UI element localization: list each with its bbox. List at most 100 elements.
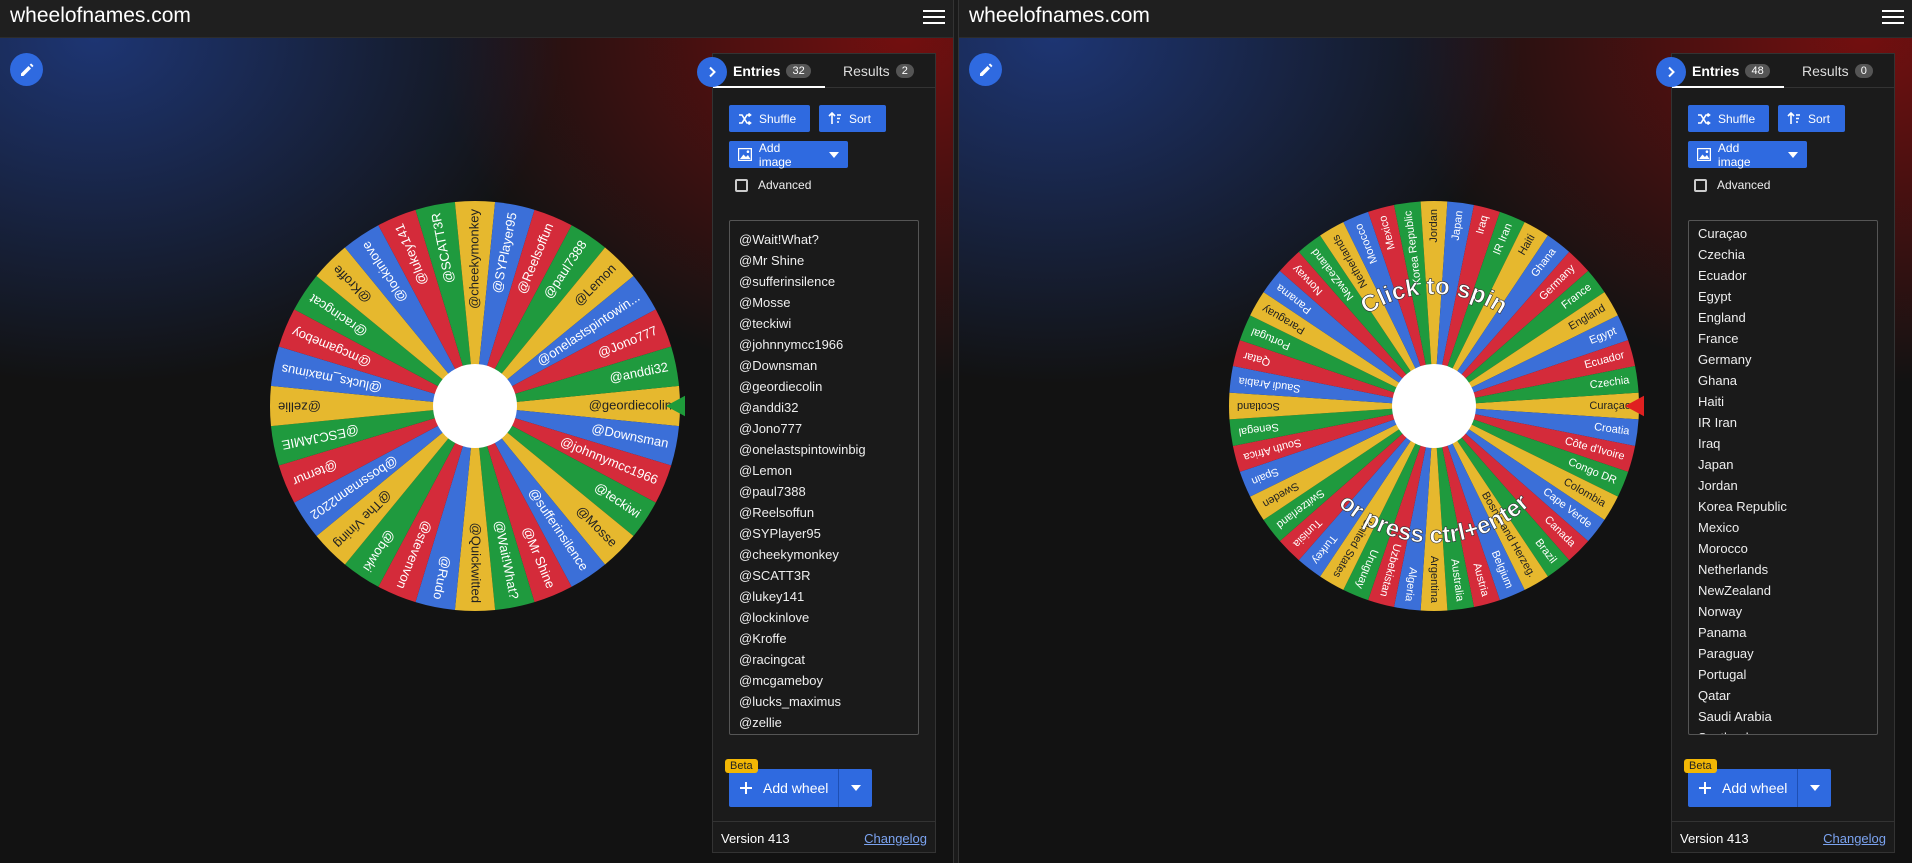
wheel-segment (475, 275, 656, 406)
wheel-hub[interactable] (433, 364, 517, 448)
advanced-checkbox[interactable] (1694, 178, 1707, 192)
wheel-segment (1434, 211, 1525, 406)
entry-line: Portugal (1698, 667, 1747, 682)
entry-line: Ecuador (1698, 268, 1747, 283)
image-icon (1697, 148, 1711, 161)
wheel-segment (1229, 366, 1434, 406)
shuffle-label: Shuffle (759, 111, 797, 126)
wheel-segment (475, 225, 606, 406)
wheel-segment (1298, 406, 1434, 577)
entry-line: @Kroffe (739, 631, 787, 646)
entry-line: France (1698, 331, 1739, 346)
chevron-right-icon[interactable] (697, 57, 727, 87)
entries-textarea[interactable]: @Wait!What? @Mr Shine @sufferinsilence @Mos… (729, 220, 919, 735)
add-wheel-button[interactable]: Beta Add wheel (725, 759, 872, 807)
wheel-segment (1434, 406, 1639, 446)
wheel-segment (1394, 201, 1434, 406)
entry-line: Egypt (1698, 289, 1732, 304)
edit-icon[interactable] (10, 53, 43, 86)
wheel-segment (1343, 406, 1434, 601)
chevron-right-icon[interactable] (1656, 57, 1686, 87)
tab-entries[interactable]: Entries 32 (731, 54, 829, 88)
shuffle-button[interactable]: Shuffle (729, 105, 810, 132)
version-label: Version 413 (1680, 830, 1749, 846)
site-title[interactable]: wheelofnames.com (969, 4, 1150, 27)
tab-results[interactable]: Results 0 (1802, 54, 1873, 88)
entry-line: Qatar (1698, 688, 1731, 703)
wheel-segment (1434, 292, 1618, 406)
entry-line: Germany (1698, 352, 1752, 367)
entry-line: Ghana (1698, 373, 1738, 388)
image-icon (738, 148, 752, 161)
wheel-segment (475, 406, 656, 537)
shuffle-button[interactable]: Shuffle (1688, 105, 1769, 132)
wheel-segment (1263, 406, 1434, 542)
wheel-segment (316, 406, 475, 565)
entry-line: Haiti (1698, 394, 1725, 409)
wheel-segment (344, 225, 475, 406)
shuffle-icon (739, 112, 752, 125)
tab-results[interactable]: Results 2 (843, 54, 914, 88)
entries-count-badge: 32 (786, 64, 811, 78)
wheel-label: Curaçao (1589, 400, 1631, 412)
entry-line: @Mosse (739, 295, 791, 310)
changelog-link[interactable]: Changelog (864, 830, 927, 846)
entry-line: Curaçao (1698, 226, 1748, 241)
chevron-down-icon[interactable] (1788, 151, 1798, 158)
add-wheel-dropdown[interactable] (839, 769, 872, 807)
chevron-down-icon[interactable] (829, 151, 839, 158)
tab-bar: Entries 48 Results 0 (1672, 54, 1894, 88)
add-wheel-dropdown[interactable] (1798, 769, 1831, 807)
wheel[interactable]: @geordiecolin@Downsman@johnnymcc1966@tec… (265, 196, 685, 616)
wheel-segment (1298, 235, 1434, 406)
wheel-segment (475, 406, 535, 611)
site-title[interactable]: wheelofnames.com (10, 4, 191, 27)
entry-line: @racingcat (739, 652, 805, 667)
wheel-segment (475, 406, 680, 466)
advanced-checkbox[interactable] (735, 178, 748, 192)
entries-textarea[interactable]: Curaçao Czechia Ecuador Egypt England France G… (1688, 220, 1878, 735)
entries-count-badge: 48 (1745, 64, 1770, 78)
results-count-badge: 2 (895, 64, 914, 78)
sort-button[interactable]: Sort (819, 105, 886, 132)
wheel-segment (1434, 406, 1548, 590)
beta-badge: Beta (1684, 759, 1717, 773)
edit-icon[interactable] (969, 53, 1002, 86)
wheel-segment (1250, 406, 1434, 520)
add-wheel-main[interactable]: Add wheel (1688, 769, 1798, 807)
add-image-button[interactable]: Add image (1688, 141, 1807, 169)
changelog-link[interactable]: Changelog (1823, 830, 1886, 846)
sort-button[interactable]: Sort (1778, 105, 1845, 132)
wheel-hub[interactable] (1392, 364, 1476, 448)
app-window-left: wheelofnames.com @geordiecolin @Downsman @… (0, 0, 953, 863)
sort-label: Sort (849, 111, 872, 126)
shuffle-icon (1698, 112, 1711, 125)
menu-icon[interactable] (1882, 6, 1904, 28)
entry-line: @Reelsoffun (739, 505, 815, 520)
entry-line: @geordiecolin (739, 379, 823, 394)
advanced-toggle[interactable]: Advanced (1694, 178, 1770, 192)
tab-entries[interactable]: Entries 48 (1690, 54, 1788, 88)
add-wheel-main[interactable]: Add wheel (729, 769, 839, 807)
tab-results-label: Results (843, 63, 890, 79)
add-wheel-button[interactable]: Beta Add wheel (1684, 759, 1831, 807)
wheel-segment (1279, 406, 1434, 561)
wheel-segment (475, 406, 572, 603)
entry-line: @Mr Shine (739, 253, 805, 268)
tab-results-label: Results (1802, 63, 1849, 79)
add-image-button[interactable]: Add image (729, 140, 848, 169)
wheel-segment (1229, 392, 1434, 420)
advanced-label: Advanced (1717, 178, 1771, 192)
entry-line: @onelastspintowinbig (739, 442, 866, 457)
add-image-label: Add image (758, 140, 792, 169)
entry-line: Panama (1698, 625, 1747, 640)
sort-label: Sort (1808, 111, 1831, 126)
wheel-label: Jordan (1428, 209, 1440, 243)
advanced-toggle[interactable]: Advanced (735, 178, 811, 192)
wheel-segment (378, 209, 475, 406)
entry-line: @lukey141 (739, 589, 805, 604)
wheel-segment (278, 406, 475, 503)
menu-icon[interactable] (923, 6, 945, 28)
wheel-segment (1434, 392, 1639, 420)
